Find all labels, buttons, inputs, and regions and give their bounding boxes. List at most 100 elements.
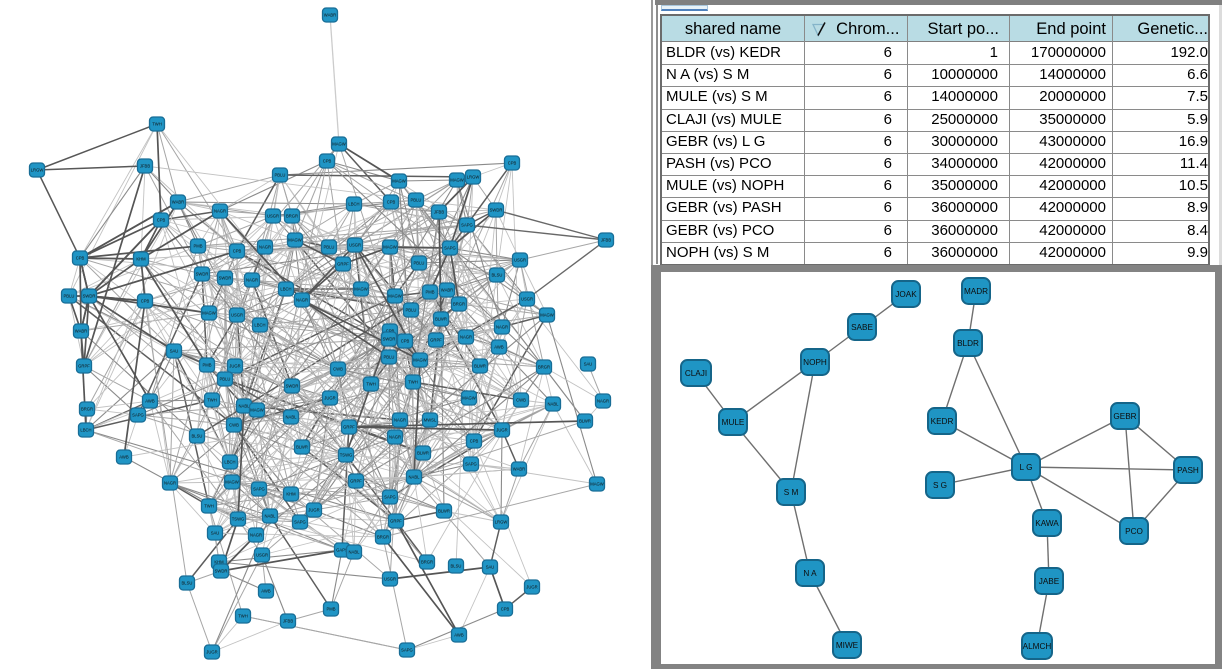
svg-text:BLWR: BLWR xyxy=(579,419,591,424)
svg-text:LRGW: LRGW xyxy=(467,175,480,180)
svg-text:TWH: TWH xyxy=(238,614,248,619)
svg-text:JFBB: JFBB xyxy=(601,238,611,243)
svg-text:KEDR: KEDR xyxy=(931,417,954,426)
svg-text:AWB: AWB xyxy=(454,633,464,638)
svg-text:PBLU: PBLU xyxy=(324,245,335,250)
svg-text:MULE: MULE xyxy=(722,418,745,427)
svg-text:NABL: NABL xyxy=(239,404,251,409)
svg-text:BLSU: BLSU xyxy=(492,273,503,278)
svg-text:SWDR: SWDR xyxy=(383,337,396,342)
svg-text:MAGW: MAGW xyxy=(462,396,476,401)
svg-text:CPB: CPB xyxy=(386,329,395,334)
svg-text:CPB: CPB xyxy=(157,218,166,223)
svg-text:NAGR: NAGR xyxy=(389,435,401,440)
svg-text:GRPF: GRPF xyxy=(337,262,349,267)
svg-text:WABR: WABR xyxy=(75,329,87,334)
svg-text:BLWR: BLWR xyxy=(438,509,450,514)
svg-text:MAGW: MAGW xyxy=(413,358,427,363)
svg-text:GRPF: GRPF xyxy=(390,519,402,524)
svg-text:BLDR: BLDR xyxy=(957,339,979,348)
svg-text:MIWE: MIWE xyxy=(836,641,859,650)
svg-text:TSWG: TSWG xyxy=(232,517,245,522)
svg-text:AWB: AWB xyxy=(261,589,271,594)
svg-text:N A: N A xyxy=(803,569,817,578)
svg-text:NAGR: NAGR xyxy=(164,481,176,486)
svg-text:USGR: USGR xyxy=(349,243,361,248)
svg-text:SAU: SAU xyxy=(486,565,495,570)
svg-text:LBCH: LBCH xyxy=(80,428,91,433)
svg-text:JUGR: JUGR xyxy=(206,650,217,655)
svg-text:MAGW: MAGW xyxy=(392,179,406,184)
svg-text:BRGR: BRGR xyxy=(81,407,93,412)
svg-text:BRGR: BRGR xyxy=(286,214,298,219)
svg-text:MAGW: MAGW xyxy=(540,313,554,318)
svg-text:LRGW: LRGW xyxy=(31,168,44,173)
svg-text:MAGW: MAGW xyxy=(202,311,216,316)
svg-text:LRGW: LRGW xyxy=(495,520,508,525)
svg-text:PBLU: PBLU xyxy=(275,173,286,178)
svg-text:MAGW: MAGW xyxy=(332,142,346,147)
svg-text:CLAJI: CLAJI xyxy=(685,369,707,378)
svg-text:PBLU: PBLU xyxy=(414,261,425,266)
svg-text:PMB: PMB xyxy=(326,607,335,612)
svg-text:CPB: CPB xyxy=(501,607,510,612)
svg-text:PBLU: PBLU xyxy=(384,355,395,360)
svg-text:L G: L G xyxy=(1020,463,1033,472)
svg-text:SAPG: SAPG xyxy=(461,223,473,228)
svg-text:BLWR: BLWR xyxy=(296,445,308,450)
svg-text:SAU: SAU xyxy=(211,531,220,536)
svg-text:SAPG: SAPG xyxy=(401,648,413,653)
svg-text:PMB: PMB xyxy=(193,244,202,249)
svg-text:SWDR: SWDR xyxy=(83,294,96,299)
svg-text:TWH: TWH xyxy=(152,122,162,127)
svg-text:GRPF: GRPF xyxy=(350,479,362,484)
svg-text:BLSU: BLSU xyxy=(182,581,193,586)
svg-text:NABL: NABL xyxy=(286,415,298,420)
svg-text:NABL: NABL xyxy=(349,550,361,555)
svg-text:PMB: PMB xyxy=(202,363,211,368)
svg-text:PASH: PASH xyxy=(1177,466,1199,475)
svg-text:CPB: CPB xyxy=(323,159,332,164)
svg-text:LBCH: LBCH xyxy=(224,460,235,465)
svg-text:PBLU: PBLU xyxy=(411,198,422,203)
svg-text:PBLU: PBLU xyxy=(406,308,417,313)
svg-text:PMB: PMB xyxy=(425,290,434,295)
svg-text:JUGR: JUGR xyxy=(324,396,335,401)
svg-text:WABR: WABR xyxy=(513,467,525,472)
svg-text:SAPG: SAPG xyxy=(465,462,477,467)
svg-text:JUGR: JUGR xyxy=(308,508,319,513)
svg-text:SAU: SAU xyxy=(584,362,593,367)
svg-text:NAGR: NAGR xyxy=(394,418,406,423)
svg-text:NAGR: NAGR xyxy=(246,278,258,283)
svg-text:CPB: CPB xyxy=(508,161,517,166)
svg-text:LBCH: LBCH xyxy=(280,287,291,292)
svg-text:GEBR: GEBR xyxy=(1113,412,1136,421)
svg-text:KHM: KHM xyxy=(214,560,224,565)
svg-text:USGR: USGR xyxy=(384,577,396,582)
svg-text:CPB: CPB xyxy=(387,200,396,205)
svg-text:MAGW: MAGW xyxy=(288,238,302,243)
svg-text:TWH: TWH xyxy=(207,398,217,403)
svg-text:CPB: CPB xyxy=(76,256,85,261)
svg-text:MADR: MADR xyxy=(964,287,988,296)
svg-text:KHM: KHM xyxy=(136,257,146,262)
svg-text:TWH: TWH xyxy=(366,382,376,387)
svg-text:AWB: AWB xyxy=(145,399,155,404)
svg-text:BLWR: BLWR xyxy=(417,451,429,456)
svg-text:MAGW: MAGW xyxy=(388,294,402,299)
svg-text:MAGW: MAGW xyxy=(450,178,464,183)
svg-text:MAGW: MAGW xyxy=(225,480,239,485)
svg-text:MAGW: MAGW xyxy=(383,245,397,250)
svg-text:CPB: CPB xyxy=(141,299,150,304)
svg-text:GRPF: GRPF xyxy=(78,364,90,369)
svg-text:USGR: USGR xyxy=(256,553,268,558)
svg-text:KHM: KHM xyxy=(286,492,296,497)
svg-text:JABE: JABE xyxy=(1039,577,1060,586)
svg-text:SAPG: SAPG xyxy=(253,487,265,492)
svg-text:WABR: WABR xyxy=(441,288,453,293)
svg-text:CWB: CWB xyxy=(516,398,526,403)
svg-text:BRGR: BRGR xyxy=(453,302,465,307)
svg-text:NAGR: NAGR xyxy=(214,209,226,214)
svg-text:SWDR: SWDR xyxy=(196,272,209,277)
svg-text:NAGR: NAGR xyxy=(496,325,508,330)
